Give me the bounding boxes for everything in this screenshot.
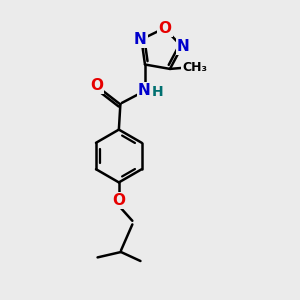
Text: O: O [112, 193, 125, 208]
Text: H: H [152, 85, 164, 98]
Text: N: N [177, 39, 190, 54]
Text: O: O [90, 78, 103, 93]
Text: O: O [158, 21, 171, 36]
Text: N: N [134, 32, 146, 47]
Text: CH₃: CH₃ [182, 61, 207, 74]
Text: N: N [138, 83, 151, 98]
